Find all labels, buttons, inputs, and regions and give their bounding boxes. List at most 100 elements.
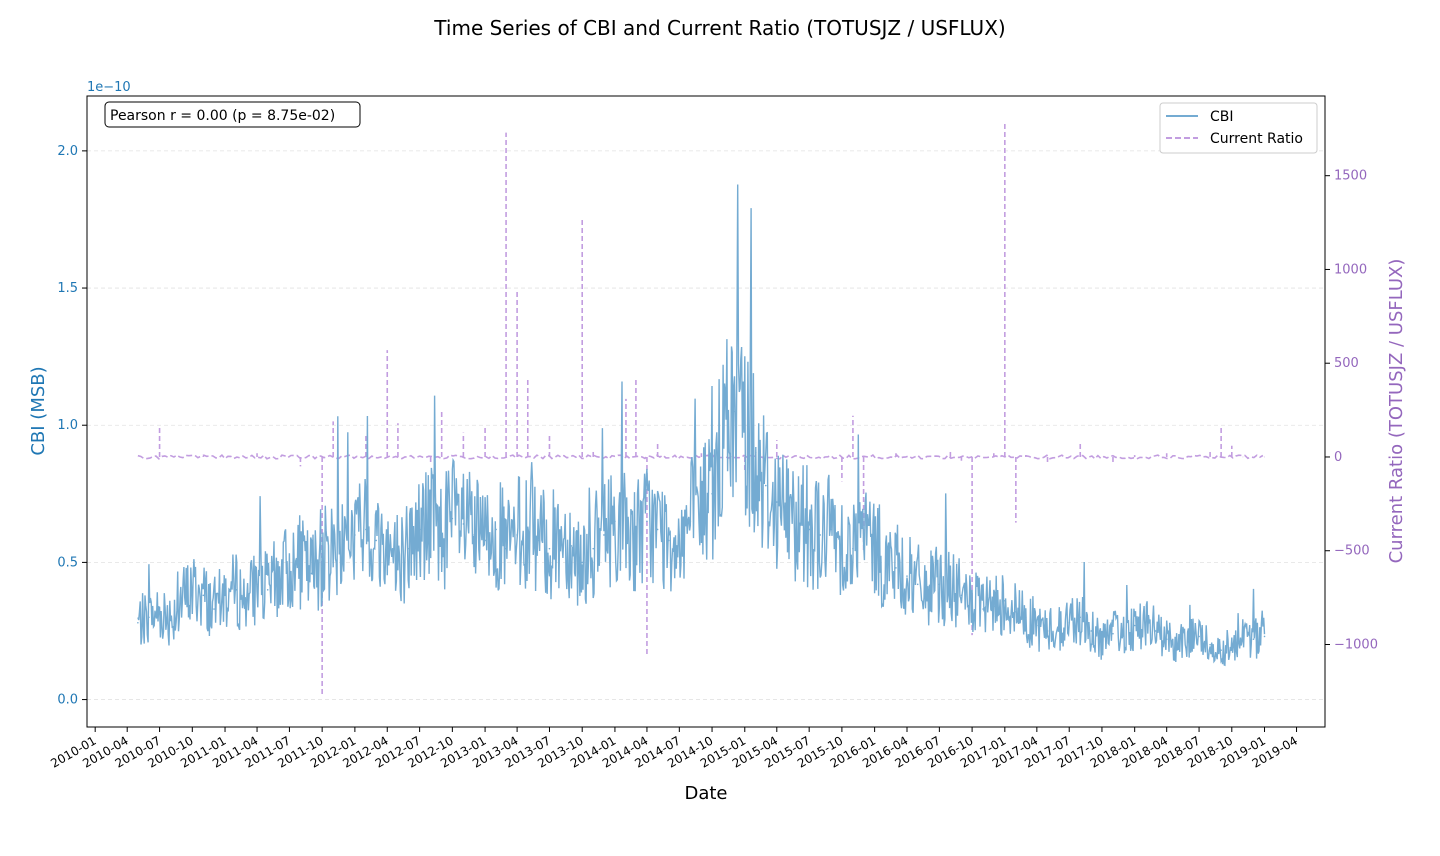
cbi-point (537, 539, 540, 542)
cbi-point (1046, 630, 1049, 632)
cbi-point (516, 534, 518, 536)
cbi-point (1209, 643, 1211, 646)
cbi-point (451, 517, 454, 520)
cbi-point (1068, 621, 1071, 624)
cbi-point (1154, 630, 1157, 632)
plot-area-frame (86, 95, 1326, 728)
legend: CBI Current Ratio (1159, 102, 1318, 154)
cbi-point (592, 547, 595, 550)
cbi-point (732, 410, 735, 413)
cbi-point (440, 534, 443, 536)
cbi-point (992, 605, 995, 608)
cbi-point (137, 621, 139, 624)
right-y-tick-label: 1500 (1334, 169, 1367, 184)
cbi-point (830, 528, 833, 531)
cbi-point (224, 594, 226, 597)
cbi-point (625, 528, 627, 531)
cbi-point (288, 567, 291, 569)
cbi-point (1198, 635, 1200, 638)
cbi-point (310, 572, 313, 575)
cbi-point (1057, 627, 1060, 630)
cbi-point (786, 512, 789, 514)
cbi-point (202, 594, 205, 597)
left-y-tick-label: 2.0 (57, 144, 78, 159)
cbi-point (938, 583, 941, 586)
cbi-point (1176, 643, 1179, 646)
annotation-frame (104, 101, 361, 128)
cbi-point (808, 528, 810, 531)
cbi-point (429, 520, 432, 523)
cbi-point (960, 594, 963, 597)
cbi-point (895, 567, 897, 569)
cbi-point (365, 528, 367, 531)
cbi-point (916, 583, 919, 586)
cbi-point (722, 438, 724, 440)
cbi-point (235, 589, 237, 591)
cbi-point (1101, 638, 1103, 641)
cbi-point (299, 561, 302, 564)
cbi-point (462, 523, 465, 525)
cbi-point (559, 534, 562, 536)
cbi-point (505, 547, 507, 550)
left-y-axis-label: CBI (MSB) (28, 366, 49, 455)
cbi-point (1036, 624, 1038, 627)
cbi-point (526, 528, 529, 531)
cbi-point (245, 600, 247, 602)
cbi-point (1015, 610, 1017, 613)
cbi-point (884, 561, 887, 564)
cbi-point (1242, 632, 1244, 635)
chart-title: Time Series of CBI and Current Ratio (TO… (433, 16, 1005, 40)
cbi-point (1165, 638, 1168, 641)
left-y-tick-label: 0.0 (57, 693, 78, 708)
cbi-point (1230, 643, 1233, 646)
current-ratio-baseline (137, 453, 1264, 461)
pearson-annotation: Pearson r = 0.00 (p = 8.75e-02) (110, 108, 335, 124)
cbi-point (375, 539, 378, 542)
cbi-point (158, 610, 161, 613)
cbi-point (397, 556, 399, 558)
cbi-point (484, 539, 486, 542)
cbi-point (266, 589, 269, 591)
cbi-point (1079, 616, 1082, 619)
cbi-point (635, 534, 637, 536)
cbi-point (906, 575, 908, 577)
cbi-point (386, 547, 389, 550)
cbi-point (982, 608, 984, 610)
cbi-point (581, 561, 583, 564)
cbi-point (743, 424, 746, 427)
cbi-point (1220, 649, 1222, 651)
left-y-tick-label: 1.5 (57, 281, 78, 296)
cbi-point (797, 520, 800, 523)
cbi-point (614, 520, 616, 523)
left-y-tick-label: 1.0 (57, 418, 78, 433)
cbi-point (343, 539, 345, 542)
x-axis-label: Date (684, 783, 727, 804)
right-y-tick-label: 500 (1334, 356, 1359, 371)
cbi-point (949, 589, 952, 591)
cbi-point (354, 534, 356, 536)
cbi-point (700, 506, 703, 509)
cbi-point (180, 600, 183, 602)
cbi-point (256, 583, 258, 586)
cbi-point (408, 547, 410, 550)
cbi-point (169, 616, 172, 619)
cbi-point (689, 520, 692, 523)
cbi-point (570, 545, 573, 547)
left-axis-offset-label: 1e−10 (87, 80, 131, 95)
cbi-line (137, 184, 1266, 667)
right-y-tick-label: 0 (1334, 450, 1342, 465)
cbi-point (191, 589, 194, 591)
left-y-tick-label: 0.5 (57, 555, 78, 570)
cbi-point (873, 547, 876, 550)
cbi-point (1025, 616, 1027, 619)
cbi-point (495, 528, 497, 531)
cbi-point (603, 534, 605, 536)
cbi-point (656, 528, 659, 531)
left-y-axis: 0.0 0.5 1.0 1.5 2.0 (57, 144, 87, 708)
cbi-point (1112, 632, 1114, 635)
cbi-point (971, 602, 973, 605)
cbi-point (1144, 621, 1147, 624)
cbi-point (1004, 600, 1006, 602)
cbi-point (927, 589, 930, 591)
